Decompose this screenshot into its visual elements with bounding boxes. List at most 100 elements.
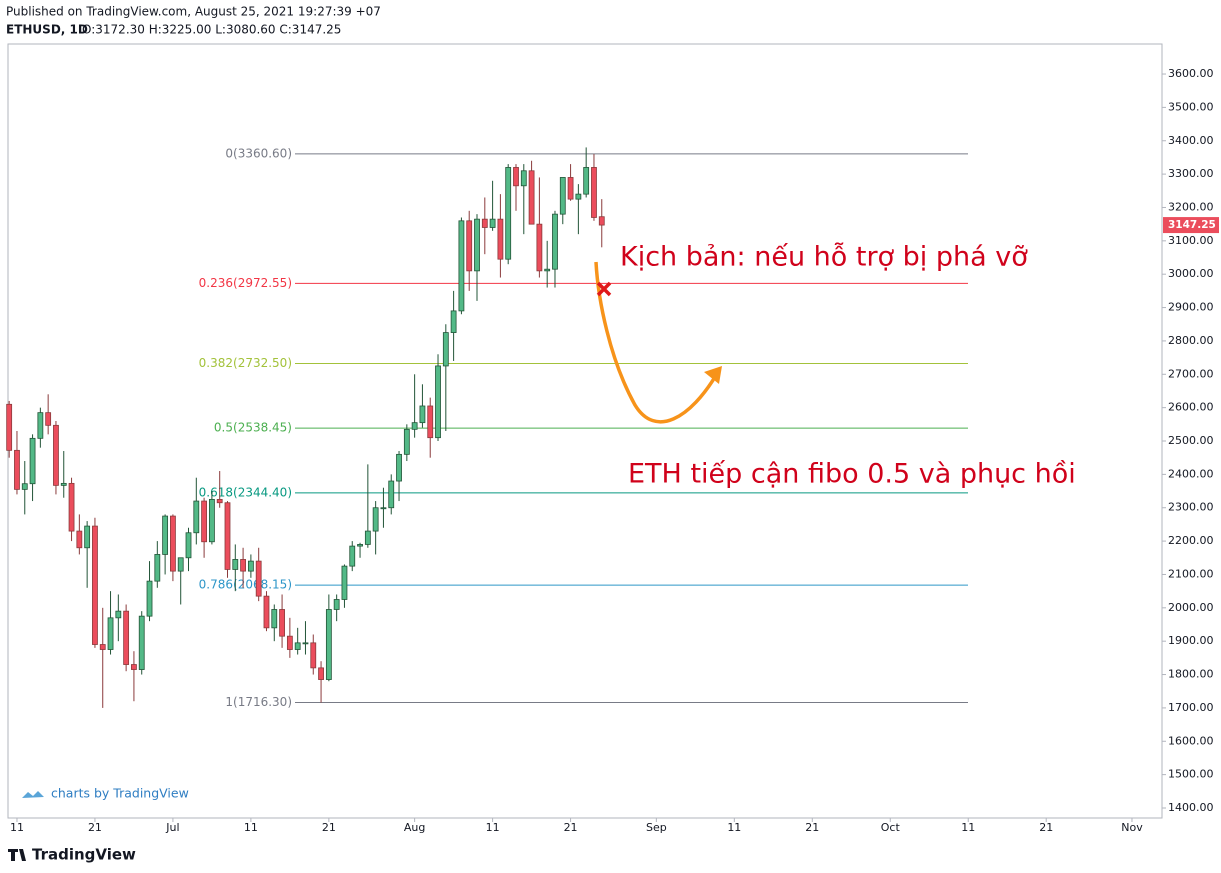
symbol: ETHUSD, 1D	[6, 23, 88, 37]
candle-body	[528, 170, 535, 225]
candle-body	[14, 449, 20, 490]
candle-body	[185, 532, 192, 559]
candle-body	[138, 615, 145, 670]
candle-body	[177, 557, 184, 572]
fib-label: 1(1716.30)	[225, 695, 292, 709]
candle-body	[68, 482, 75, 532]
candle-body	[107, 617, 114, 650]
x-tick-label: Aug	[404, 821, 425, 834]
footer-logo	[8, 849, 26, 861]
x-tick-label: 21	[1039, 821, 1053, 834]
x-tick-label: 11	[727, 821, 741, 834]
candle-body	[99, 644, 106, 650]
candle-body	[380, 507, 387, 510]
candle-body	[29, 437, 36, 485]
candle-body	[224, 502, 231, 570]
candle-body	[76, 530, 83, 549]
candle-body	[450, 310, 457, 333]
candle-body	[388, 480, 395, 509]
y-tick-label: 2900.00	[1168, 301, 1214, 314]
candle-body	[520, 170, 527, 187]
candle-body	[21, 483, 28, 490]
candle-body	[123, 610, 130, 665]
candle-body	[489, 218, 496, 228]
candle-body	[92, 525, 98, 645]
candle-body	[364, 530, 371, 545]
y-tick-label: 3100.00	[1168, 234, 1214, 247]
published-line: Published on TradingView.com, August 25,…	[6, 5, 381, 19]
x-tick-label: 21	[805, 821, 819, 834]
candle-body	[357, 544, 363, 547]
candle-body	[427, 405, 434, 439]
x-tick-label: 11	[961, 821, 975, 834]
candle-body	[349, 545, 356, 567]
candle-body	[552, 213, 558, 270]
y-tick-label: 1700.00	[1168, 701, 1214, 714]
candle-body	[131, 664, 137, 670]
y-tick-label: 1900.00	[1168, 634, 1214, 647]
candle-body	[247, 560, 254, 572]
fib-label: 0.382(2732.50)	[199, 356, 292, 370]
candle-body	[146, 580, 153, 617]
candle-body	[240, 559, 246, 572]
y-tick-label: 2500.00	[1168, 434, 1214, 447]
candle-body	[435, 365, 441, 439]
y-tick-label: 2400.00	[1168, 467, 1214, 480]
candle-body	[6, 403, 13, 451]
candle-body	[286, 635, 293, 650]
candle-body	[341, 565, 348, 600]
candle-body	[513, 167, 519, 187]
candle-body	[325, 609, 332, 680]
plot-frame	[7, 43, 1163, 819]
y-tick-label: 3400.00	[1168, 134, 1214, 147]
candle-body	[37, 412, 44, 439]
y-tick-label: 3300.00	[1168, 167, 1214, 180]
candle-body	[271, 609, 278, 629]
last-price-label: 3147.25	[1168, 219, 1216, 231]
y-tick-label: 3200.00	[1168, 200, 1214, 213]
annotation: Kịch bản: nếu hỗ trợ bị phá vỡ	[620, 242, 1028, 273]
y-tick-label: 1500.00	[1168, 768, 1214, 781]
candle-body	[115, 610, 122, 619]
y-tick-label: 3000.00	[1168, 267, 1214, 280]
candle-body	[505, 167, 512, 260]
x-tick-label: 11	[244, 821, 258, 834]
y-tick-label: 2300.00	[1168, 501, 1214, 514]
candle-body	[170, 515, 176, 572]
fib-label: 0(3360.60)	[225, 146, 292, 160]
watermark-icon	[22, 791, 44, 798]
candle-body	[481, 218, 488, 228]
candle-body	[567, 177, 574, 200]
fib-label: 0.786(2068.15)	[199, 578, 292, 592]
y-tick-label: 1400.00	[1168, 801, 1214, 814]
candle-body	[154, 554, 161, 582]
x-tick-label: 21	[564, 821, 578, 834]
candle-body	[544, 268, 551, 272]
y-tick-label: 1800.00	[1168, 668, 1214, 681]
x-tick-label: Oct	[881, 821, 901, 834]
y-tick-label: 3500.00	[1168, 100, 1214, 113]
ohlc: O:3172.30 H:3225.00 L:3080.60 C:3147.25	[82, 23, 341, 37]
candle-body	[294, 642, 301, 650]
candle-body	[333, 599, 340, 610]
y-tick-label: 2000.00	[1168, 601, 1214, 614]
x-tick-label: 11	[486, 821, 500, 834]
candle-body	[310, 642, 317, 669]
footer-brand: TradingView	[32, 846, 136, 864]
x-tick-label: 21	[88, 821, 102, 834]
fib-label: 0.618(2344.40)	[199, 485, 292, 499]
watermark: charts by TradingView	[51, 786, 189, 801]
arrow-head	[704, 366, 722, 384]
candle-body	[84, 525, 91, 549]
candle-body	[53, 424, 59, 486]
candle-body	[279, 609, 285, 637]
y-tick-label: 2800.00	[1168, 334, 1214, 347]
candle-body	[162, 515, 169, 555]
candle-body	[497, 218, 504, 260]
x-tick-label: Sep	[646, 821, 667, 834]
y-tick-label: 2200.00	[1168, 534, 1214, 547]
candle-body	[598, 216, 605, 226]
candle-body	[263, 595, 270, 629]
candle-body	[201, 500, 208, 543]
